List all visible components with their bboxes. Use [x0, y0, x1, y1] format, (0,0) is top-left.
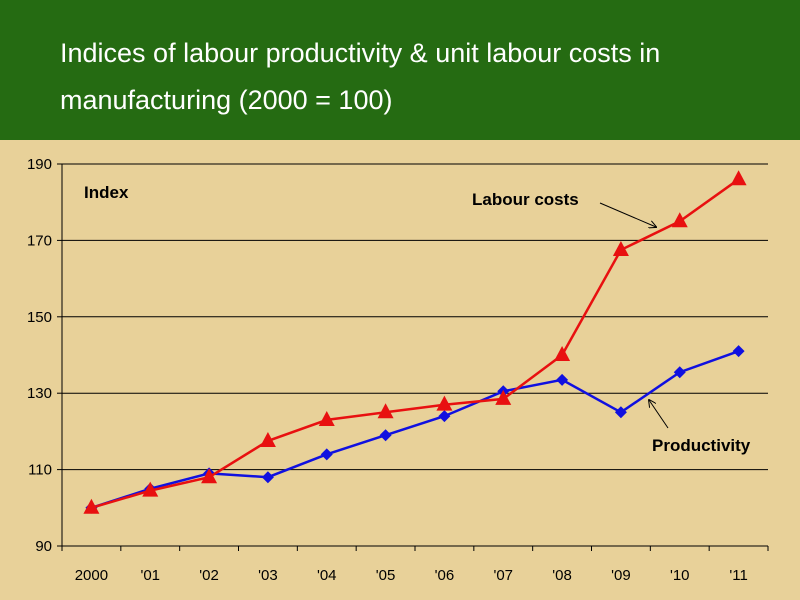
series-line-labour-costs: [91, 178, 740, 509]
data-point-labour-costs: [259, 431, 276, 447]
x-tick-label: '09: [611, 567, 631, 584]
y-tick-label: 110: [28, 462, 52, 479]
y-tick-label: 90: [35, 538, 52, 555]
x-tick-label: '03: [258, 567, 278, 584]
data-point-productivity: [261, 471, 274, 484]
annotation-arrow-labour-costs: [599, 202, 656, 227]
data-point-labour-costs: [495, 389, 512, 405]
axes: 90 110 130 150 170 190 2000 '01 '02 '03 '04 '05 '06 '…: [27, 156, 769, 584]
data-point-labour-costs: [436, 395, 453, 411]
y-tick-label: 170: [27, 232, 52, 249]
data-point-labour-costs: [83, 498, 100, 514]
grid: [62, 163, 768, 471]
x-tick-label: '08: [552, 567, 572, 584]
annotation-productivity: Productivity: [652, 436, 751, 455]
x-tick-label: '06: [435, 567, 455, 584]
x-tick-label: '11: [729, 567, 747, 584]
x-tick-label: '05: [376, 567, 396, 584]
y-axis-label: Index: [84, 183, 129, 202]
data-point-labour-costs: [142, 481, 159, 497]
chart-title-line-2: manufacturing (2000 = 100): [60, 85, 393, 115]
y-tick-label: 130: [27, 385, 52, 402]
data-point-labour-costs: [671, 212, 688, 228]
data-point-productivity: [379, 429, 392, 442]
data-point-productivity: [732, 345, 745, 358]
data-point-productivity: [614, 406, 627, 419]
x-tick-label: '02: [199, 567, 219, 584]
annotation-labour-costs: Labour costs: [472, 190, 579, 209]
chart-title-line-1: Indices of labour productivity & unit la…: [60, 38, 661, 68]
x-tick-label: '01: [140, 567, 160, 584]
y-tick-label: 190: [27, 156, 52, 173]
x-tick-label: '04: [317, 567, 337, 584]
data-point-productivity: [556, 373, 569, 386]
annotation-arrow-productivity: [649, 400, 669, 429]
data-point-labour-costs: [318, 410, 335, 426]
y-tick-label: 150: [27, 309, 52, 326]
series-layer: [83, 170, 747, 514]
data-point-productivity: [438, 410, 451, 423]
x-tick-label: '10: [670, 567, 690, 584]
data-point-labour-costs: [377, 403, 394, 419]
x-tick-label: 2000: [75, 567, 108, 584]
data-point-labour-costs: [201, 468, 218, 484]
x-tick-label: '07: [493, 567, 513, 584]
series-line-productivity: [91, 350, 740, 509]
data-point-labour-costs: [612, 240, 629, 256]
data-point-labour-costs: [554, 346, 571, 361]
data-point-labour-costs: [730, 170, 747, 186]
data-point-productivity: [320, 448, 333, 461]
title-bar: Indices of labour productivity & unit la…: [0, 0, 800, 140]
data-point-productivity: [673, 366, 686, 379]
